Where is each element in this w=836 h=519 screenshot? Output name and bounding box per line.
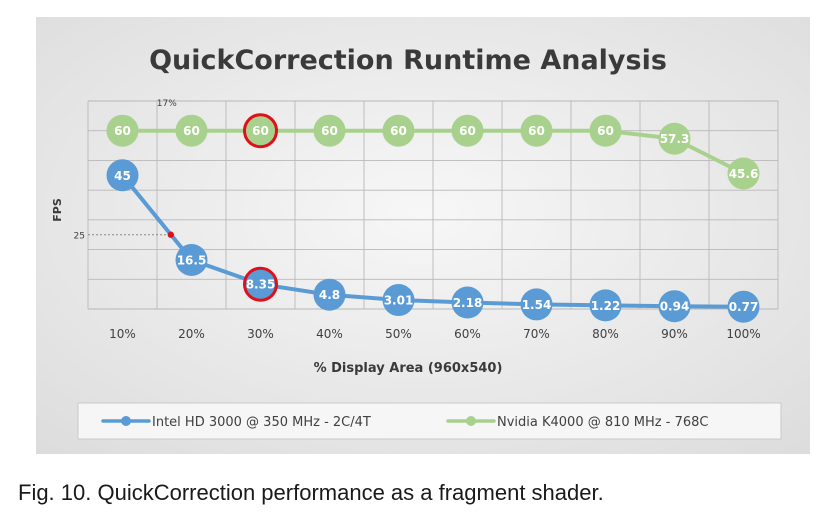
data-label-nvidia: 60 [459, 124, 476, 138]
x-tick-label: 70% [523, 327, 550, 341]
legend-label-intel: Intel HD 3000 @ 350 MHz - 2C/4T [152, 415, 371, 430]
chart-background [36, 17, 810, 454]
data-label-intel: 4.8 [319, 288, 340, 302]
data-point-intel [520, 288, 553, 321]
data-label-nvidia: 60 [114, 124, 131, 138]
data-point-nvidia [520, 114, 553, 147]
data-point-intel [451, 286, 484, 319]
data-label-nvidia: 60 [321, 124, 338, 138]
data-point-intel [382, 284, 415, 317]
chart-title: QuickCorrection Runtime Analysis [149, 45, 667, 76]
legend-label-nvidia: Nvidia K4000 @ 810 MHz - 768C [497, 415, 708, 430]
data-point-nvidia [451, 114, 484, 147]
x-tick-label: 40% [316, 327, 343, 341]
legend-swatch-dot-intel [121, 416, 131, 426]
data-point-nvidia [589, 114, 622, 147]
data-point-intel [175, 243, 208, 276]
x-axis-label: % Display Area (960x540) [314, 361, 503, 376]
data-label-nvidia: 45.6 [729, 167, 759, 181]
data-label-nvidia: 60 [252, 124, 269, 138]
data-label-nvidia: 60 [390, 124, 407, 138]
data-label-intel: 3.01 [384, 294, 414, 308]
x-tick-label: 30% [247, 327, 274, 341]
x-tick-label: 80% [592, 327, 619, 341]
data-point-intel [727, 290, 760, 323]
data-label-nvidia: 60 [597, 124, 614, 138]
x-tick-label: 90% [661, 327, 688, 341]
data-label-nvidia: 57.3 [660, 132, 690, 146]
reference-line-label: 25 [74, 232, 85, 242]
data-label-intel: 16.5 [177, 253, 207, 267]
data-point-intel [106, 159, 139, 192]
data-label-intel: 1.54 [522, 298, 552, 312]
data-label-intel: 2.18 [453, 296, 483, 310]
data-point-intel [589, 289, 622, 322]
series-group: 60 60 60 60 60 60 60 60 57.3 45.6 45 16.5 8.35 4.8 3.0… [106, 113, 760, 323]
x-tick-label: 60% [454, 327, 481, 341]
x-tick-labels: 10% 20% 30% 40% 50% 60% 70% 80% 90% 100% [109, 327, 760, 341]
data-point-intel [658, 290, 691, 323]
series-line-intel [120, 174, 744, 309]
data-point-nvidia [382, 114, 415, 147]
line-chart: QuickCorrection Runtime Analysis 25 17% 6… [36, 17, 810, 454]
data-label-intel: 1.22 [591, 299, 621, 313]
series-line-nvidia [122, 128, 745, 176]
data-label-nvidia: 60 [183, 124, 200, 138]
data-point-intel [243, 266, 278, 302]
data-point-nvidia [313, 114, 346, 147]
x-tick-label: 100% [726, 327, 760, 341]
grid-lines [87, 100, 779, 310]
x-tick-label: 50% [385, 327, 412, 341]
data-point-nvidia [243, 113, 278, 149]
data-point-nvidia [106, 114, 139, 147]
chart-figure: QuickCorrection Runtime Analysis 25 17% 6… [36, 17, 810, 454]
figure-caption: Fig. 10. QuickCorrection performance as … [18, 480, 604, 505]
annotations: 25 17% [74, 99, 178, 242]
data-point-nvidia [658, 122, 691, 155]
data-label-nvidia: 60 [528, 124, 545, 138]
data-label-intel: 45 [114, 169, 131, 183]
crossing-point-marker [167, 231, 174, 238]
crossing-label: 17% [157, 99, 177, 109]
data-label-intel: 0.77 [729, 300, 759, 314]
legend-swatch-dot-nvidia [466, 416, 476, 426]
x-tick-label: 10% [109, 327, 136, 341]
x-tick-label: 20% [178, 327, 205, 341]
data-point-intel [313, 278, 346, 311]
data-label-intel: 8.35 [246, 278, 276, 292]
legend: Intel HD 3000 @ 350 MHz - 2C/4T Nvidia K… [77, 402, 782, 440]
data-point-nvidia [175, 114, 208, 147]
data-label-intel: 0.94 [660, 300, 690, 314]
data-point-nvidia [727, 157, 760, 190]
legend-box [77, 402, 782, 440]
y-axis-label: FPS [51, 198, 64, 222]
